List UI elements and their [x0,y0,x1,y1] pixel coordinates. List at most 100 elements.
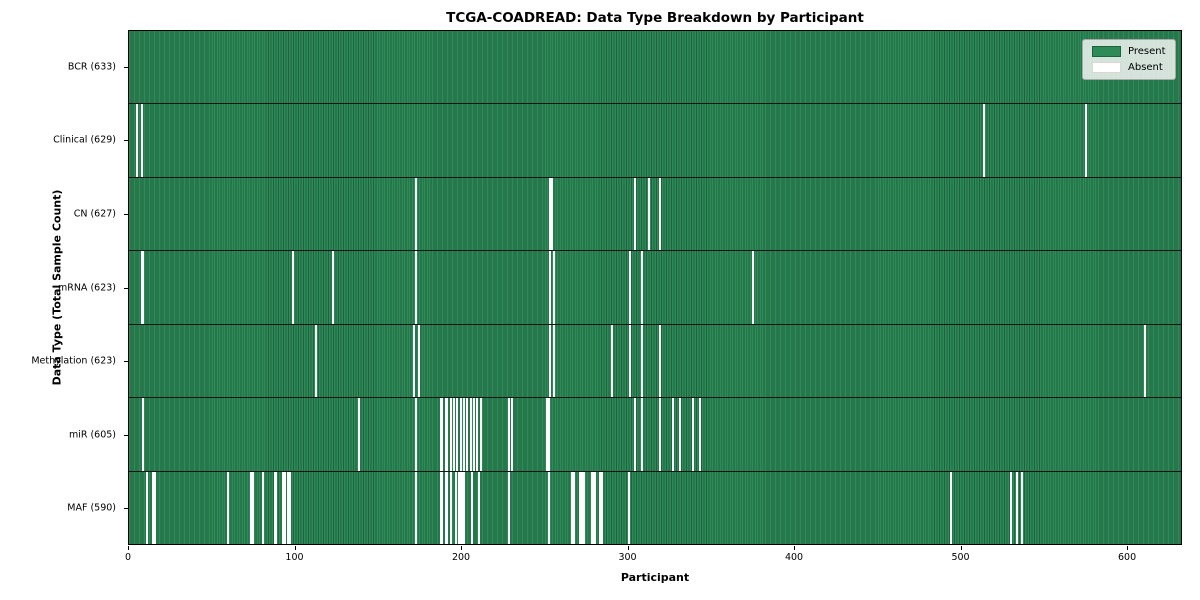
absent-stripe [546,398,549,471]
absent-stripe [453,398,456,471]
absent-stripe [441,471,444,544]
row-clinical [129,103,1181,177]
absent-stripe [140,104,143,177]
absent-stripe [142,251,145,324]
absent-stripe [145,471,148,544]
legend-item-present: Present [1092,46,1166,57]
absent-stripe [659,177,662,251]
absent-stripe [227,471,230,544]
absent-swatch-icon [1092,62,1121,73]
absent-stripe [286,471,289,544]
absent-stripe [444,398,447,471]
absent-stripe [140,251,143,324]
absent-stripe [135,104,138,177]
x-tick-label: 100 [285,552,304,563]
absent-stripe [358,398,361,471]
absent-stripe [456,398,459,471]
absent-stripe [1144,324,1147,398]
absent-stripe [283,471,286,544]
absent-stripe [454,471,457,544]
absent-stripe [1009,471,1012,544]
absent-stripe [281,471,284,544]
absent-stripe [640,398,643,471]
row-cn [129,176,1181,251]
absent-stripe [275,471,278,544]
absent-stripe [471,471,474,544]
y-tick-label: Clinical (629) [53,134,116,146]
x-tick-mark [794,546,796,550]
x-tick-mark [627,546,629,550]
y-tick-mark [124,66,128,68]
absent-stripe [552,251,555,324]
absent-stripe [591,471,594,544]
x-tick-label: 600 [1117,552,1137,563]
absent-stripe [551,177,554,251]
absent-stripe [439,471,442,544]
y-tick-mark [124,434,128,436]
absent-stripe [594,471,597,544]
absent-stripe [627,471,630,544]
absent-stripe [479,398,482,471]
absent-stripe [552,324,555,398]
absent-stripe [449,398,452,471]
x-axis-title: Participant [620,571,690,584]
absent-stripe [692,398,695,471]
absent-stripe [507,471,510,544]
absent-stripe [418,324,421,398]
y-axis: BCR (633) Clinical (629) CN (627) mRNA (623… [0,30,128,545]
absent-stripe [463,471,466,544]
row-bcr [129,31,1181,104]
absent-stripe [459,398,462,471]
absent-stripe [610,324,613,398]
absent-stripe [291,251,294,324]
absent-stripe [142,398,145,471]
row-mir [129,397,1181,471]
y-tick-mark [124,508,128,510]
x-tick-label: 200 [451,552,471,563]
absent-stripe [449,471,452,544]
x-tick-mark [294,546,296,550]
absent-stripe [1084,104,1087,177]
absent-stripe [949,471,952,544]
y-tick-mark [124,287,128,289]
absent-stripe [571,471,574,544]
chart-title: TCGA-COADREAD: Data Type Breakdown by Pa… [446,10,864,26]
absent-stripe [469,398,472,471]
absent-stripe [414,398,417,471]
absent-stripe [547,471,550,544]
absent-stripe [261,471,264,544]
absent-stripe [634,177,637,251]
x-tick-label: 500 [951,552,970,563]
y-tick-label: Methylation (623) [31,355,116,367]
present-swatch-icon [1092,46,1121,57]
absent-stripe [251,471,254,544]
absent-stripe [444,471,447,544]
absent-stripe [446,398,449,471]
y-tick-label: CN (627) [73,208,116,220]
x-tick-label: 300 [618,552,637,563]
legend-item-absent: Absent [1092,62,1166,73]
row-maf [129,470,1181,544]
absent-stripe [458,471,461,544]
y-tick-label: miR (605) [68,429,116,441]
absent-stripe [572,471,575,544]
y-tick-mark [124,140,128,142]
y-tick-label: mRNA (623) [57,282,116,293]
absent-stripe [153,471,156,544]
absent-stripe [647,177,650,251]
absent-stripe [461,471,464,544]
absent-stripe [629,324,632,398]
absent-stripe [1021,471,1024,544]
absent-stripe [507,398,510,471]
x-tick-mark [461,546,463,550]
row-methylation [129,323,1181,398]
absent-stripe [640,324,643,398]
absent-stripe [582,471,585,544]
y-tick-label: BCR (633) [67,61,116,73]
absent-stripe [439,398,442,471]
absent-stripe [659,324,662,398]
y-tick-mark [124,213,128,215]
absent-stripe [599,471,602,544]
absent-stripe [250,471,253,544]
absent-stripe [476,398,479,471]
